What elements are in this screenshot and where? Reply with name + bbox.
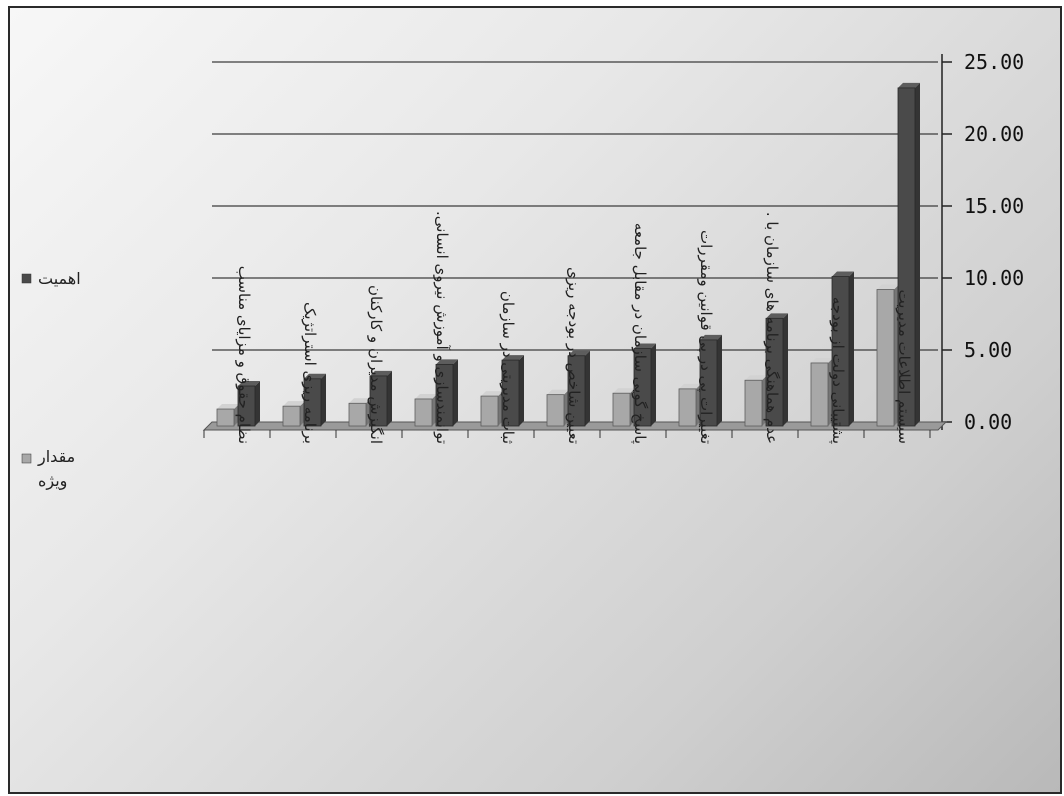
category-label: ثبات مدیریتی در سازمان	[499, 291, 517, 444]
bar-value-top	[877, 284, 899, 290]
bar-value	[744, 379, 763, 427]
legend-label: ویژه	[38, 471, 67, 491]
bar-importance-top	[700, 334, 722, 340]
bar-importance-top	[436, 359, 458, 365]
bar-importance	[501, 359, 520, 427]
bar-value	[546, 394, 565, 427]
bar-importance-top	[898, 82, 920, 88]
bar-importance-side	[717, 334, 722, 426]
bar-value-top	[415, 393, 437, 399]
legend-swatch	[21, 453, 32, 464]
bar-importance-top	[238, 381, 260, 386]
bar-importance-side	[783, 313, 788, 426]
category-label: پاسخ گویی سازمان در مقابل جامعه	[630, 223, 649, 444]
legend-label: مقدار	[37, 447, 75, 467]
category-label: انگیزش مدیران و کارکنان	[367, 285, 385, 444]
y-tick-label: 20.00	[964, 122, 1024, 146]
bar-importance-side	[255, 381, 260, 426]
bar-importance-side	[321, 373, 326, 426]
bar-value-top	[745, 375, 767, 381]
bar-value	[480, 395, 499, 427]
bar-value	[282, 405, 301, 427]
bar-value-top	[547, 389, 569, 395]
bar-importance	[237, 385, 256, 427]
bar-value	[810, 362, 829, 427]
bar-importance	[435, 363, 454, 427]
bar-importance	[633, 348, 652, 427]
bar-value-top	[679, 383, 701, 389]
category-label: تعیین شاخص در بودجه ریزی	[565, 267, 583, 444]
bar-importance	[699, 339, 718, 427]
bar-importance-side	[849, 271, 854, 426]
bar-importance-top	[568, 350, 590, 356]
bar-chart: 0.00 5.00 10.00 15.00 20.00 25.00 نظام حقوق و …	[21, 50, 1024, 491]
bar-importance-top	[304, 373, 326, 379]
bar-value	[348, 402, 367, 427]
bar-value	[612, 392, 631, 427]
category-label: توانمندسازی و آموزش نیروی انسانی.	[433, 211, 451, 444]
category-label: پشتیبانی دولت از بودجه	[828, 297, 847, 444]
bar-value-top	[613, 388, 635, 394]
bar-value	[414, 398, 433, 427]
y-tick-label: 15.00	[964, 194, 1024, 218]
y-tick-label: 25.00	[964, 50, 1024, 74]
bar-importance-side	[651, 343, 656, 426]
category-label: نظام حقوق و مزایای مناسب	[235, 266, 253, 444]
legend-swatch	[21, 273, 32, 284]
y-tick-label: 0.00	[964, 410, 1012, 434]
bar-value	[678, 388, 697, 427]
bar-value-top	[811, 357, 833, 363]
bar-importance-side	[387, 370, 392, 426]
category-label: عدم هماهنگی برنامه های سازمان با .	[763, 212, 781, 444]
bar-value-top	[217, 404, 239, 410]
bar-importance-top	[832, 271, 854, 277]
category-label: سیستم اطلاعات مدیریت	[895, 290, 913, 444]
bar-importance-top	[502, 355, 524, 361]
chart-area: 0.00 5.00 10.00 15.00 20.00 25.00 نظام حقوق و …	[8, 6, 1062, 794]
category-label: برنامه ریزی استراتژیک	[301, 302, 319, 444]
bar-importance-top	[766, 313, 788, 319]
bar-importance	[567, 355, 586, 427]
bar-importance-top	[634, 343, 656, 349]
legend-label: اهمیت	[38, 269, 81, 288]
bar-value	[216, 408, 235, 427]
bar-importance	[369, 375, 388, 427]
bar-importance	[765, 317, 784, 427]
bar-value-top	[349, 398, 371, 404]
bar-importance-side	[915, 82, 920, 427]
bar-importance	[831, 276, 850, 427]
bar-importance-side	[453, 359, 458, 426]
bar-importance-top	[370, 370, 392, 376]
bar-value	[876, 289, 895, 427]
bar-importance-side	[585, 350, 590, 426]
bar-value-top	[481, 391, 503, 397]
bar-importance	[897, 87, 916, 427]
y-tick-label: 10.00	[964, 266, 1024, 290]
y-tick-label: 5.00	[964, 338, 1012, 362]
bar-value-top	[283, 401, 305, 407]
bar-importance-side	[519, 355, 524, 426]
category-label: تغییرات پی در پی قوانین ومقررات	[696, 230, 715, 444]
bar-importance	[303, 378, 322, 427]
